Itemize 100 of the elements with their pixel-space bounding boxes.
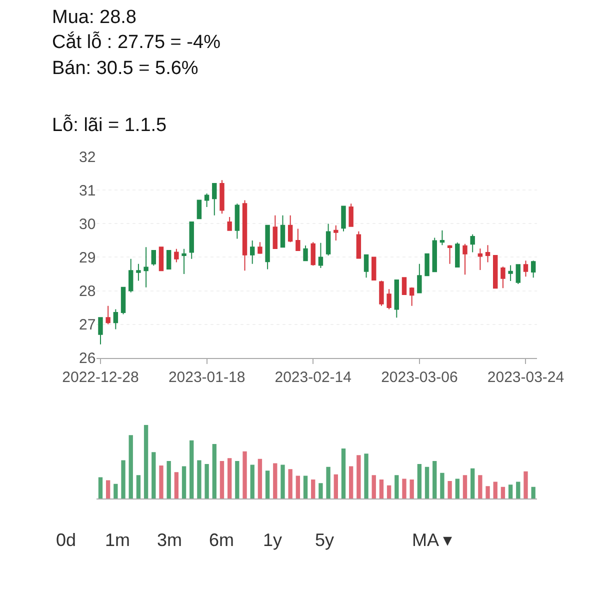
candlestick bbox=[447, 244, 452, 264]
candlestick bbox=[204, 193, 210, 208]
candlestick bbox=[455, 242, 460, 268]
bar bbox=[159, 465, 164, 499]
candlestick bbox=[265, 224, 270, 270]
bar bbox=[128, 435, 133, 499]
candlestick bbox=[478, 248, 483, 270]
candlestick bbox=[440, 230, 445, 246]
bar bbox=[417, 464, 422, 499]
bar bbox=[288, 469, 292, 499]
bar bbox=[114, 484, 118, 499]
candlestick bbox=[493, 255, 498, 289]
x-tick-label: 2022-12-28 bbox=[62, 368, 139, 386]
candlestick bbox=[113, 308, 118, 330]
candlestick bbox=[372, 256, 376, 281]
y-tick-label: 27 bbox=[79, 316, 96, 334]
candlestick bbox=[500, 266, 506, 289]
bar bbox=[174, 472, 179, 499]
candlestick bbox=[303, 244, 308, 262]
text: Lỗ: lãi = 1.1.5 bbox=[52, 114, 167, 136]
bar bbox=[500, 486, 506, 499]
candlestick bbox=[394, 280, 400, 318]
candlestick bbox=[334, 224, 338, 241]
candlestick bbox=[258, 242, 262, 254]
candlestick bbox=[128, 258, 134, 293]
text: Mua: 28.8 bbox=[52, 7, 136, 28]
bar bbox=[106, 480, 110, 499]
y-tick-label: 31 bbox=[79, 182, 96, 200]
bar bbox=[424, 466, 430, 499]
candlestick bbox=[174, 248, 179, 263]
bar bbox=[121, 460, 126, 499]
y-tick-label: 26 bbox=[79, 350, 96, 368]
bar bbox=[478, 475, 482, 499]
candlestick bbox=[151, 250, 156, 266]
candlestick bbox=[409, 286, 414, 306]
bar bbox=[531, 486, 536, 499]
y-tick-label: 32 bbox=[79, 148, 96, 166]
candlestick bbox=[136, 263, 141, 282]
bar bbox=[334, 474, 338, 499]
candlestick bbox=[120, 286, 126, 315]
bar bbox=[455, 478, 460, 499]
candlestick bbox=[98, 317, 103, 345]
candlestick bbox=[462, 243, 468, 276]
candlestick bbox=[485, 244, 490, 263]
x-tick-label: 2023-03-24 bbox=[487, 368, 564, 386]
bar bbox=[493, 482, 498, 499]
candlestick bbox=[296, 228, 300, 252]
y-tick-label: 29 bbox=[79, 249, 96, 266]
bar bbox=[273, 463, 278, 499]
bar bbox=[258, 458, 262, 499]
text: 5y bbox=[315, 530, 334, 550]
candlestick bbox=[227, 216, 232, 231]
candlestick bbox=[288, 214, 293, 243]
candlestick bbox=[250, 240, 255, 264]
candlestick bbox=[516, 264, 521, 285]
candlestick bbox=[379, 280, 384, 306]
bar bbox=[462, 475, 468, 499]
bar bbox=[448, 480, 452, 499]
text: Bán: 30.5 = 5.6% bbox=[52, 58, 198, 79]
bar bbox=[136, 475, 141, 499]
bar bbox=[220, 461, 224, 499]
candlestick bbox=[280, 214, 286, 248]
bar bbox=[470, 468, 475, 499]
bar bbox=[326, 466, 330, 499]
bar bbox=[432, 461, 437, 499]
candlestick bbox=[523, 260, 528, 278]
candlestick bbox=[242, 200, 248, 272]
bar bbox=[524, 471, 528, 499]
candlestick bbox=[424, 253, 430, 276]
x-tick-label: 2023-02-14 bbox=[274, 368, 352, 386]
bar bbox=[402, 478, 406, 499]
bar bbox=[235, 461, 240, 499]
bar bbox=[440, 472, 444, 499]
bar bbox=[212, 444, 216, 499]
candlestick bbox=[402, 277, 407, 295]
bar bbox=[386, 485, 392, 499]
bar bbox=[250, 464, 254, 499]
candlestick bbox=[326, 223, 331, 256]
bar bbox=[394, 475, 399, 499]
candlestick bbox=[166, 250, 172, 270]
bar bbox=[356, 455, 361, 499]
text: Cắt lỗ : 27.75 = -4% bbox=[52, 31, 221, 53]
candlestick bbox=[356, 230, 362, 259]
bar bbox=[182, 466, 186, 499]
bar bbox=[197, 460, 202, 499]
bar bbox=[311, 479, 316, 499]
candlestick bbox=[348, 203, 354, 227]
bar bbox=[364, 454, 368, 499]
bar bbox=[372, 475, 376, 499]
bar bbox=[152, 452, 156, 499]
bar bbox=[227, 458, 232, 499]
candlestick bbox=[508, 264, 513, 282]
text: 0d bbox=[56, 530, 76, 550]
bar bbox=[98, 477, 103, 499]
candlestick bbox=[189, 222, 194, 260]
candlestick bbox=[234, 203, 240, 240]
candlestick bbox=[144, 246, 148, 288]
candlestick bbox=[318, 242, 324, 268]
y-tick-label: 28 bbox=[79, 283, 96, 300]
y-tick-label: 30 bbox=[79, 216, 96, 233]
